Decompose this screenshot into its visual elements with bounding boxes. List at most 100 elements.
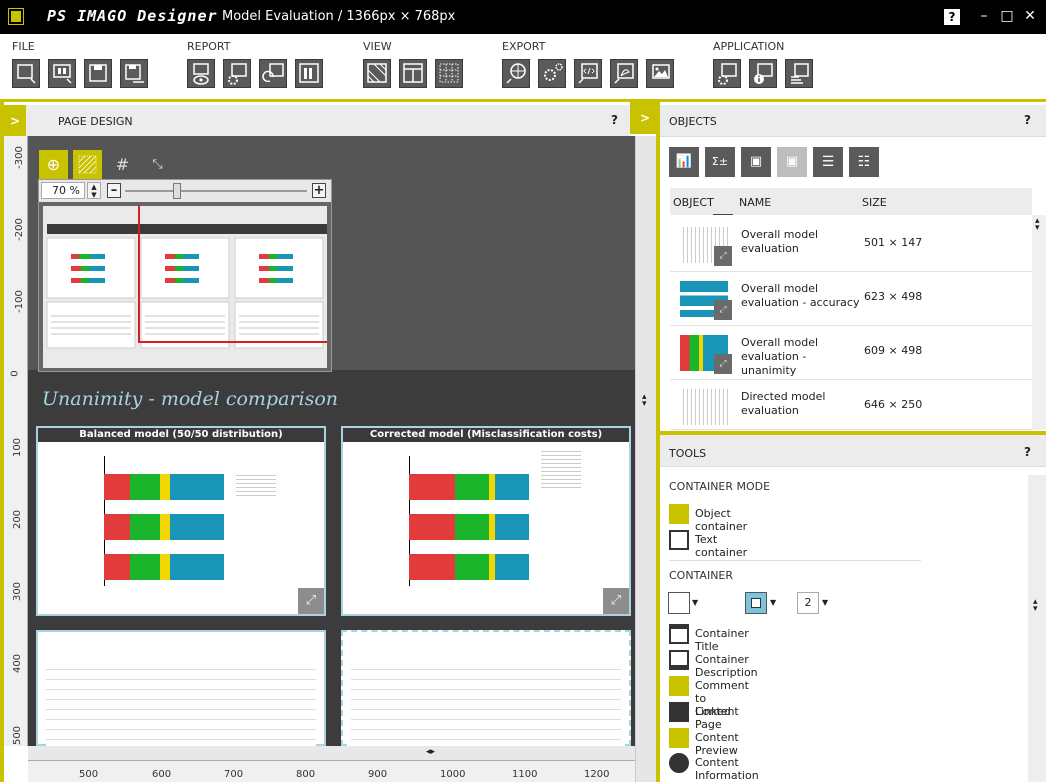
objects-help[interactable]: ?	[1024, 113, 1031, 127]
container-description-icon	[669, 650, 689, 670]
chevron-down-icon[interactable]: ▼	[822, 598, 829, 607]
add-image-icon[interactable]: ▣	[741, 147, 771, 177]
container-title-label: Container Title	[695, 627, 749, 653]
add-formula-icon[interactable]: Σ±	[705, 147, 735, 177]
fill-color-picker[interactable]	[668, 592, 690, 614]
object-row[interactable]: ⤢ Overall model evaluation - unanimity 6…	[670, 326, 1032, 380]
objects-title: OBJECTS	[669, 115, 717, 128]
maximize-button[interactable]: □	[1000, 8, 1014, 24]
object-row[interactable]: Directed model evaluation 646 × 250	[670, 380, 1032, 430]
objects-scrollbar[interactable]: ▴ ▾	[1032, 215, 1046, 430]
table-rows	[46, 660, 316, 746]
vruler-label: -200	[13, 218, 25, 241]
scroll-arrows-icon[interactable]: ◂▸	[426, 747, 436, 757]
scroll-arrows-icon[interactable]: ▴ ▾	[642, 392, 647, 409]
new-page-button[interactable]	[12, 59, 40, 88]
table-container-balanced[interactable]	[36, 630, 326, 746]
vruler-label: 500	[12, 725, 24, 746]
object-row[interactable]: ⤢ Overall model evaluation 501 × 147	[670, 218, 1032, 272]
view-layout-button[interactable]	[399, 59, 427, 88]
vertical-ruler: -300 -200 -100 0 100 200 300 400 500	[4, 136, 28, 746]
hruler-label: 1000	[440, 769, 466, 780]
expand-icon[interactable]: ⤢	[714, 246, 732, 266]
panel-splitter[interactable]	[660, 431, 1046, 435]
card-title: Corrected model (Misclassification costs…	[343, 428, 629, 442]
canvas-page-title[interactable]: Unanimity - model comparison	[42, 388, 339, 410]
canvas-horizontal-scrollbar[interactable]: ◂▸	[28, 746, 635, 760]
tools-scrollbar[interactable]: ▴ ▾	[1028, 475, 1046, 782]
publish-report-button[interactable]	[295, 59, 323, 88]
chevron-down-icon[interactable]: ▼	[692, 598, 699, 607]
chart-container-balanced[interactable]: Balanced model (50/50 distribution) ⤢	[36, 426, 326, 616]
zoom-value-input[interactable]: 70 %	[41, 182, 85, 199]
hatch-tool-icon[interactable]	[73, 150, 102, 179]
expand-icon[interactable]: ⤢	[714, 300, 732, 320]
view-hatch-button[interactable]	[363, 59, 391, 88]
object-thumbnail	[680, 389, 728, 425]
vruler-label: -300	[13, 146, 25, 169]
vruler-label: 300	[12, 581, 24, 602]
zoom-spinner[interactable]: ▲ ▼	[87, 182, 101, 199]
close-button[interactable]: ✕	[1024, 8, 1036, 24]
help-button[interactable]: ?	[944, 9, 960, 25]
app-settings-button[interactable]	[713, 59, 741, 88]
report-settings-button[interactable]	[223, 59, 251, 88]
zoom-in-button[interactable]: +	[312, 183, 326, 198]
zoom-tool-icon[interactable]: ⊕	[39, 150, 68, 179]
zoom-slider-track[interactable]	[125, 190, 307, 192]
view-grid-button[interactable]	[435, 59, 463, 88]
table-container-corrected[interactable]	[341, 630, 631, 746]
object-name: Overall model evaluation	[741, 228, 819, 255]
save-button[interactable]	[84, 59, 112, 88]
hruler-label: 600	[152, 769, 172, 780]
grid-tool-icon[interactable]: #	[115, 155, 130, 174]
page-design-help[interactable]: ?	[611, 113, 618, 127]
zoom-out-button[interactable]: –	[107, 183, 121, 198]
export-code-button[interactable]	[574, 59, 602, 88]
card-title: Balanced model (50/50 distribution)	[38, 428, 324, 442]
chart-bar	[409, 514, 529, 540]
hruler-label: 1200	[584, 769, 610, 780]
column-name[interactable]: NAME	[739, 196, 772, 209]
zoom-slider-thumb[interactable]	[173, 183, 181, 199]
minimize-button[interactable]: –	[980, 8, 988, 24]
tools-help[interactable]: ?	[1024, 445, 1031, 459]
detail-view-icon[interactable]: ☷	[849, 147, 879, 177]
export-image-button[interactable]	[646, 59, 674, 88]
objects-toggle[interactable]: >	[630, 102, 660, 134]
save-as-button[interactable]	[120, 59, 148, 88]
scroll-arrows-icon[interactable]: ▴ ▾	[1033, 597, 1038, 614]
chevron-down-icon[interactable]: ▼	[770, 598, 777, 607]
column-object[interactable]: OBJECT	[673, 196, 714, 209]
refresh-report-button[interactable]	[259, 59, 287, 88]
export-pdf-button[interactable]	[610, 59, 638, 88]
border-color-picker[interactable]	[745, 592, 767, 614]
add-chart-icon[interactable]: 📊	[669, 147, 699, 177]
scroll-arrows-icon[interactable]: ▴ ▾	[1035, 216, 1040, 233]
app-info-button[interactable]	[749, 59, 777, 88]
expand-icon[interactable]: ⤢	[603, 588, 629, 614]
app-library-button[interactable]	[785, 59, 813, 88]
fit-tool-icon[interactable]: ⤡	[152, 157, 163, 172]
border-width-select[interactable]: 2	[797, 592, 819, 614]
preview-button[interactable]	[187, 59, 215, 88]
ribbon-group-view: VIEW	[363, 40, 392, 53]
page-design-toggle[interactable]: >	[4, 105, 26, 137]
objects-header	[660, 105, 1046, 137]
remove-image-icon[interactable]: ▣	[777, 147, 807, 177]
export-web-button[interactable]	[502, 59, 530, 88]
object-name: Directed model evaluation	[741, 390, 826, 417]
object-row[interactable]: ⤢ Overall model evaluation - accuracy 62…	[670, 272, 1032, 326]
zoom-navigator: 70 % ▲ ▼ – +	[38, 179, 332, 372]
chart-container-corrected[interactable]: Corrected model (Misclassification costs…	[341, 426, 631, 616]
canvas-vertical-scrollbar[interactable]: ▴ ▾	[635, 136, 657, 782]
export-settings-button[interactable]	[538, 59, 566, 88]
expand-icon[interactable]: ⤢	[714, 354, 732, 374]
container-description-label: Container Description	[695, 653, 758, 679]
expand-icon[interactable]: ⤢	[298, 588, 324, 614]
ribbon-group-export: EXPORT	[502, 40, 546, 53]
navigator-page-thumbnail[interactable]	[43, 206, 327, 368]
column-size[interactable]: SIZE	[862, 196, 887, 209]
open-page-button[interactable]	[48, 59, 76, 88]
list-view-icon[interactable]: ☰	[813, 147, 843, 177]
